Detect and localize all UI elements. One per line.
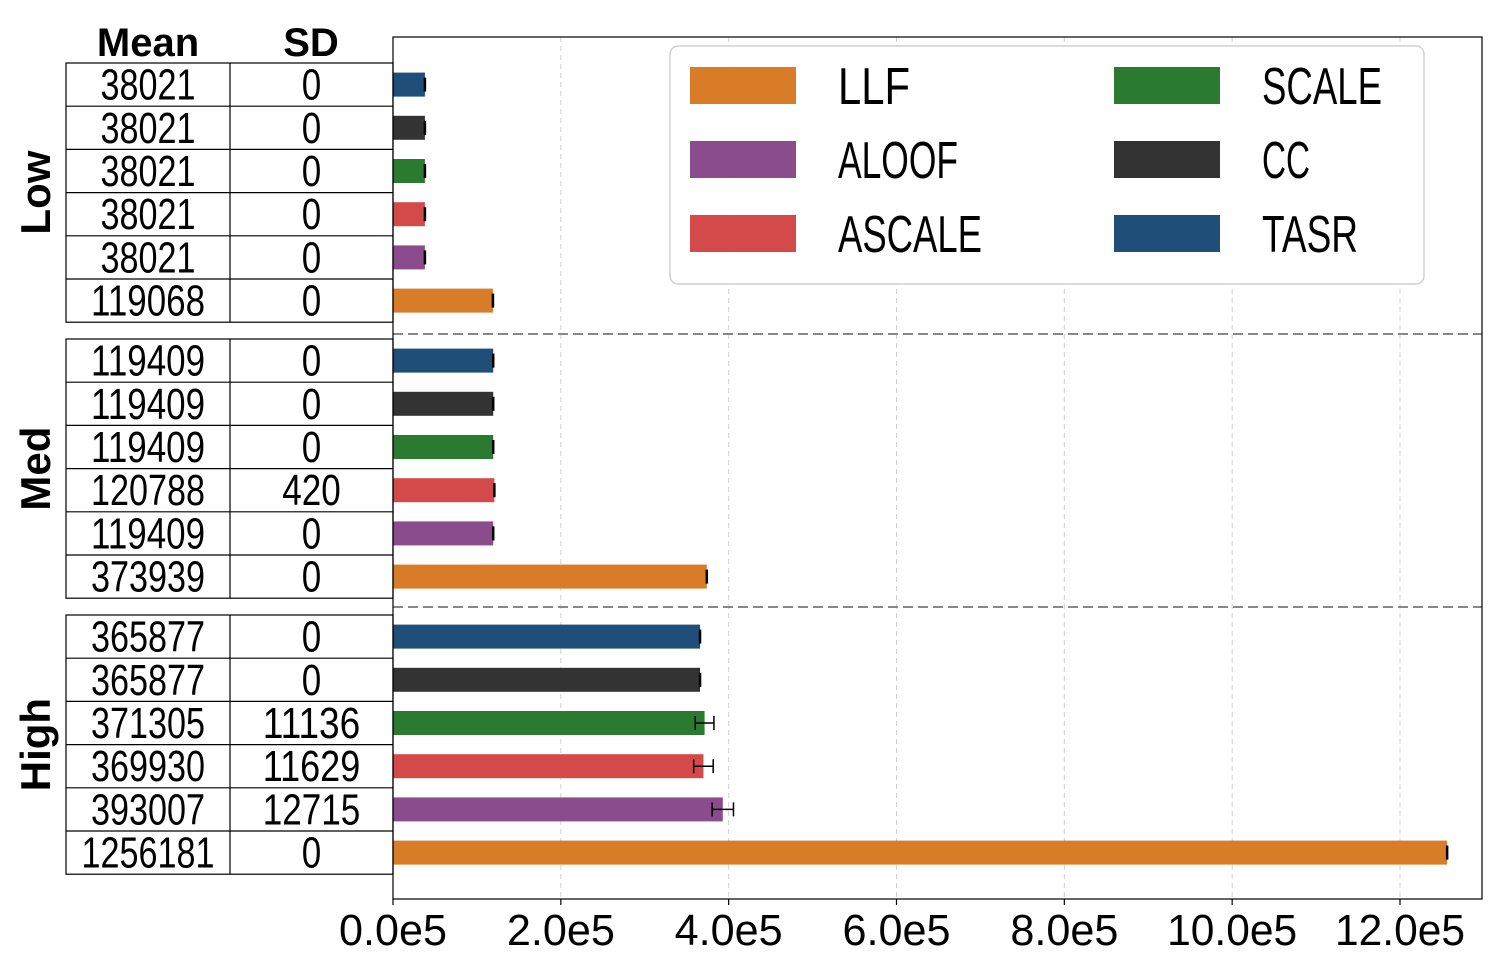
table-mean-cell: 371305 bbox=[91, 699, 205, 748]
table-sd-cell: 0 bbox=[302, 277, 322, 326]
bar-aloof bbox=[393, 245, 425, 270]
table-mean-cell: 38021 bbox=[101, 190, 196, 239]
group-label: Med bbox=[12, 427, 59, 511]
table-sd-cell: 420 bbox=[282, 466, 341, 515]
table-sd-cell: 0 bbox=[302, 337, 322, 386]
bar-scale bbox=[393, 435, 494, 459]
table-sd-cell: 0 bbox=[302, 190, 322, 239]
table-mean-cell: 369930 bbox=[91, 742, 205, 791]
legend-label: ALOOF bbox=[838, 132, 958, 190]
table-mean-cell: 119409 bbox=[91, 380, 205, 429]
x-tick-label: 2.0e5 bbox=[507, 906, 615, 955]
table-mean-cell: 38021 bbox=[101, 147, 196, 196]
bar-tasr bbox=[393, 624, 701, 649]
stats-table: 38021 0 38021 0 38021 0 38021 0 38021 0 119068 0 119… bbox=[65, 61, 394, 878]
x-tick-label: 6.0e5 bbox=[843, 906, 951, 955]
table-header-mean: Mean bbox=[97, 21, 199, 65]
bar-ascale bbox=[393, 478, 495, 503]
x-tick-label: 10.0e5 bbox=[1167, 906, 1297, 955]
bar-cc bbox=[393, 391, 494, 416]
legend-swatch bbox=[690, 141, 796, 178]
bar-aloof bbox=[393, 521, 494, 546]
x-tick-label: 12.0e5 bbox=[1335, 906, 1465, 955]
table-sd-cell: 0 bbox=[302, 423, 322, 472]
legend-label: SCALE bbox=[1262, 58, 1382, 116]
table-sd-cell: 11136 bbox=[263, 699, 361, 748]
bar-llf bbox=[393, 564, 707, 589]
legend-label: LLF bbox=[838, 58, 910, 116]
table-mean-cell: 119409 bbox=[91, 509, 205, 558]
bar-scale bbox=[393, 159, 425, 183]
legend-label: TASR bbox=[1262, 206, 1358, 264]
bar-cc bbox=[393, 667, 701, 692]
table-header-sd: SD bbox=[283, 21, 339, 65]
bar-ascale bbox=[393, 202, 425, 227]
bar-aloof bbox=[393, 797, 723, 822]
x-axis-ticks: 0.0e5 2.0e5 4.0e5 6.0e5 8.0e5 10.0e5 12.0e5 bbox=[339, 899, 1465, 955]
legend-swatch bbox=[1114, 67, 1220, 104]
legend-swatch bbox=[690, 67, 796, 104]
table-sd-cell: 0 bbox=[302, 61, 322, 110]
table-mean-cell: 38021 bbox=[101, 104, 196, 153]
group-label: Low bbox=[12, 150, 59, 234]
bar-llf bbox=[393, 288, 493, 313]
table-mean-cell: 119409 bbox=[91, 423, 205, 472]
table-sd-cell: 0 bbox=[302, 829, 322, 878]
table-sd-cell: 0 bbox=[302, 380, 322, 429]
table-mean-cell: 365877 bbox=[91, 656, 205, 705]
x-tick-label: 0.0e5 bbox=[339, 906, 447, 955]
group-label: High bbox=[12, 698, 59, 791]
group-labels: Low Med High bbox=[12, 150, 59, 791]
bar-cc bbox=[393, 115, 425, 140]
bar-tasr bbox=[393, 348, 494, 373]
legend-frame bbox=[669, 45, 1425, 285]
table-sd-cell: 11629 bbox=[263, 742, 361, 791]
bar-ascale bbox=[393, 754, 704, 779]
table-sd-cell: 0 bbox=[302, 147, 322, 196]
table-mean-cell: 120788 bbox=[91, 466, 205, 515]
legend-swatch bbox=[1114, 141, 1220, 178]
table-mean-cell: 365877 bbox=[91, 613, 205, 662]
legend-label: ASCALE bbox=[838, 206, 982, 264]
bars bbox=[393, 72, 1448, 865]
table-mean-cell: 38021 bbox=[101, 61, 196, 110]
table-mean-cell: 373939 bbox=[91, 553, 205, 602]
table-sd-cell: 0 bbox=[302, 233, 322, 282]
bar-llf bbox=[393, 840, 1448, 865]
table-sd-cell: 12715 bbox=[263, 785, 361, 834]
table-sd-cell: 0 bbox=[302, 656, 322, 705]
bar-tasr bbox=[393, 72, 425, 97]
table-mean-cell: 38021 bbox=[101, 233, 196, 282]
table-sd-cell: 0 bbox=[302, 613, 322, 662]
x-tick-label: 4.0e5 bbox=[675, 906, 783, 955]
legend: LLF SCALE ALOOF CC ASCALE TASR bbox=[669, 45, 1425, 285]
legend-swatch bbox=[1114, 215, 1220, 252]
table-mean-cell: 393007 bbox=[91, 785, 205, 834]
table-sd-cell: 0 bbox=[302, 509, 322, 558]
table-sd-cell: 0 bbox=[302, 104, 322, 153]
x-tick-label: 8.0e5 bbox=[1010, 906, 1118, 955]
bar-scale bbox=[393, 711, 705, 735]
error-bars bbox=[423, 77, 1449, 860]
group-separators bbox=[393, 333, 1482, 608]
table-sd-cell: 0 bbox=[302, 553, 322, 602]
table-mean-cell: 119409 bbox=[91, 337, 205, 386]
table-mean-cell: 119068 bbox=[91, 277, 205, 326]
table-mean-cell: 1256181 bbox=[82, 829, 215, 878]
legend-swatch bbox=[690, 215, 796, 252]
legend-label: CC bbox=[1262, 132, 1310, 190]
